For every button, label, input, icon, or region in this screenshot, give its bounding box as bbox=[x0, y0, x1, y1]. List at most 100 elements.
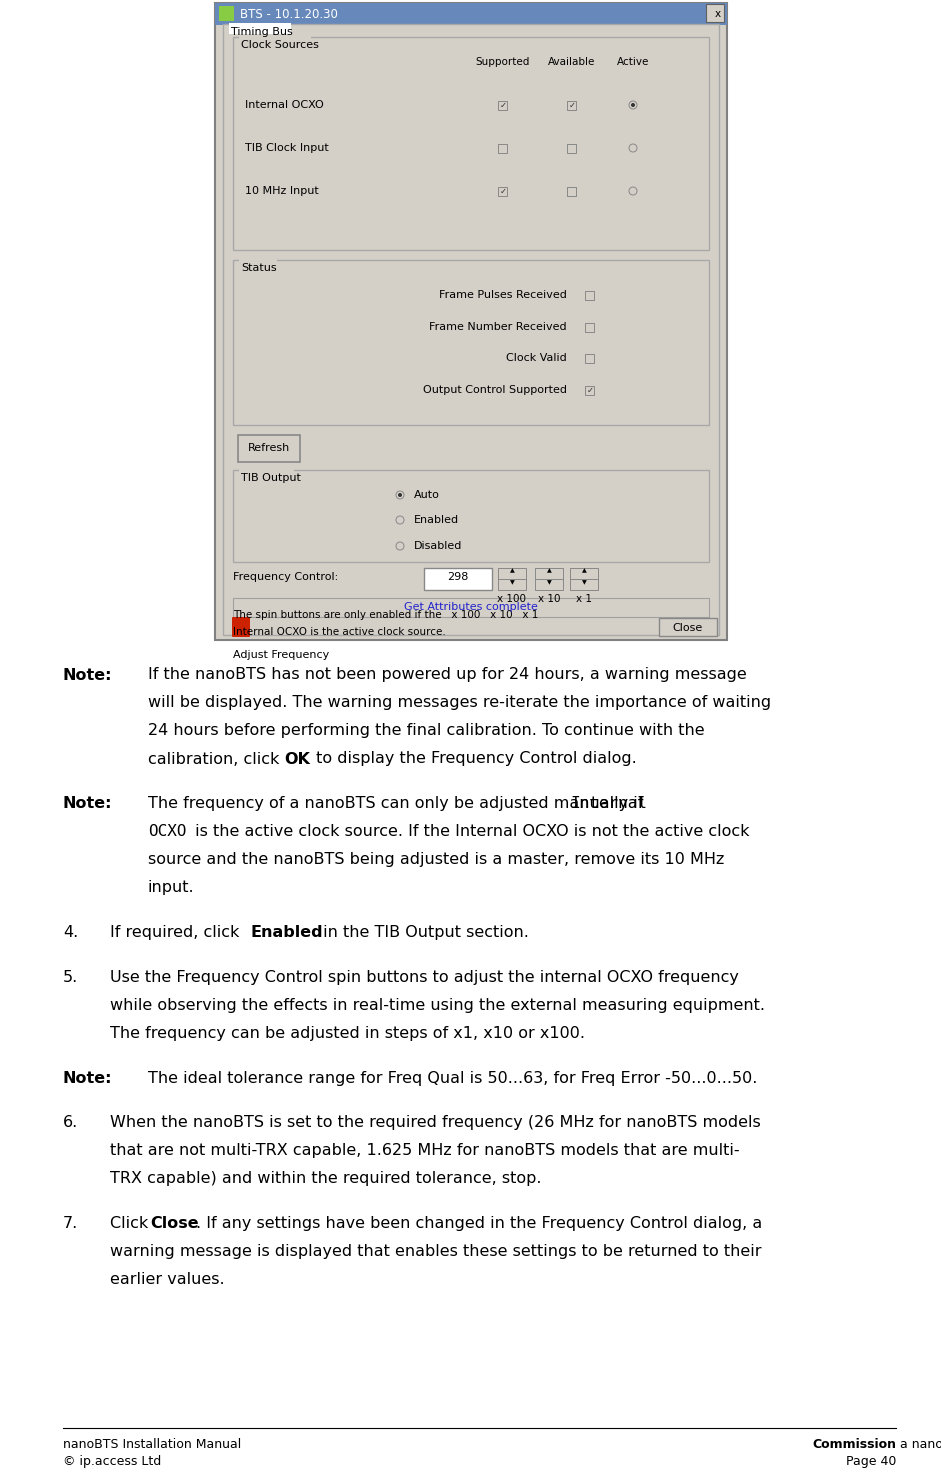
Text: warning message is displayed that enables these settings to be returned to their: warning message is displayed that enable… bbox=[110, 1244, 761, 1260]
Bar bbox=[229, 24, 291, 34]
Bar bbox=[499, 100, 507, 109]
Circle shape bbox=[398, 493, 402, 498]
Bar bbox=[570, 568, 598, 578]
Text: Refresh: Refresh bbox=[247, 443, 290, 453]
Bar bbox=[585, 353, 595, 362]
Circle shape bbox=[629, 187, 637, 194]
Text: ✓: ✓ bbox=[500, 100, 506, 109]
Text: earlier values.: earlier values. bbox=[110, 1272, 225, 1288]
Bar bbox=[498, 578, 526, 590]
Bar bbox=[233, 37, 709, 250]
Text: Enabled: Enabled bbox=[414, 515, 459, 526]
Text: Close: Close bbox=[150, 1216, 199, 1231]
Text: Available: Available bbox=[549, 57, 596, 68]
Text: is the active clock source. If the Internal OCXO is not the active clock: is the active clock source. If the Inter… bbox=[190, 824, 749, 839]
Text: Note:: Note: bbox=[63, 667, 113, 683]
Text: calibration, click: calibration, click bbox=[148, 752, 284, 767]
Bar bbox=[499, 187, 507, 196]
Text: ✓: ✓ bbox=[500, 187, 506, 196]
Text: 4.: 4. bbox=[63, 924, 78, 941]
Text: to display the Frequency Control dialog.: to display the Frequency Control dialog. bbox=[311, 752, 637, 767]
Text: Adjust Frequency: Adjust Frequency bbox=[233, 651, 329, 659]
Text: 298: 298 bbox=[447, 573, 469, 581]
Text: Internal OCXO: Internal OCXO bbox=[245, 100, 324, 110]
Bar bbox=[239, 259, 277, 269]
Text: will be displayed. The warning messages re-iterate the importance of waiting: will be displayed. The warning messages … bbox=[148, 695, 771, 711]
Text: x 10: x 10 bbox=[537, 595, 560, 604]
Text: source and the nanoBTS being adjusted is a master, remove its 10 MHz: source and the nanoBTS being adjusted is… bbox=[148, 852, 725, 867]
Text: ▼: ▼ bbox=[582, 580, 586, 586]
Text: Frame Number Received: Frame Number Received bbox=[429, 322, 567, 333]
Text: in the TIB Output section.: in the TIB Output section. bbox=[318, 924, 529, 941]
Text: Note:: Note: bbox=[63, 1070, 113, 1086]
Text: ▲: ▲ bbox=[510, 568, 515, 574]
Circle shape bbox=[631, 103, 635, 107]
Text: The spin buttons are only enabled if the   x 100   x 10   x 1: The spin buttons are only enabled if the… bbox=[233, 609, 538, 620]
Bar bbox=[570, 578, 598, 590]
Bar bbox=[585, 386, 595, 394]
Text: OCXO: OCXO bbox=[148, 824, 186, 839]
Text: Supported: Supported bbox=[476, 57, 530, 68]
Text: Auto: Auto bbox=[414, 490, 439, 500]
Text: Click: Click bbox=[110, 1216, 153, 1231]
Text: TIB Output: TIB Output bbox=[241, 473, 301, 483]
Text: ▼: ▼ bbox=[547, 580, 551, 586]
Bar bbox=[219, 6, 234, 21]
Text: If the nanoBTS has not been powered up for 24 hours, a warning message: If the nanoBTS has not been powered up f… bbox=[148, 667, 747, 683]
Text: ▲: ▲ bbox=[547, 568, 551, 574]
Bar bbox=[233, 598, 709, 617]
Text: nanoBTS Installation Manual: nanoBTS Installation Manual bbox=[63, 1438, 241, 1451]
Circle shape bbox=[629, 144, 637, 152]
Text: The ideal tolerance range for Freq Qual is 50...63, for Freq Error -50...0...50.: The ideal tolerance range for Freq Qual … bbox=[148, 1070, 758, 1086]
Text: OK: OK bbox=[284, 752, 310, 767]
Text: BTS - 10.1.20.30: BTS - 10.1.20.30 bbox=[240, 7, 338, 21]
Text: x 100: x 100 bbox=[498, 595, 527, 604]
Text: 24 hours before performing the final calibration. To continue with the: 24 hours before performing the final cal… bbox=[148, 724, 705, 739]
Circle shape bbox=[396, 517, 404, 524]
Text: ✓: ✓ bbox=[586, 386, 594, 394]
Text: 6.: 6. bbox=[63, 1116, 78, 1130]
Bar bbox=[535, 568, 563, 578]
Circle shape bbox=[629, 102, 637, 109]
Bar bbox=[239, 35, 311, 47]
Bar bbox=[239, 470, 294, 480]
Text: If required, click: If required, click bbox=[110, 924, 245, 941]
Text: Get Attributes complete: Get Attributes complete bbox=[404, 602, 538, 612]
Bar bbox=[567, 187, 577, 196]
Bar bbox=[215, 3, 727, 25]
Text: Output Control Supported: Output Control Supported bbox=[423, 386, 567, 394]
Circle shape bbox=[396, 492, 404, 499]
Text: When the nanoBTS is set to the required frequency (26 MHz for nanoBTS models: When the nanoBTS is set to the required … bbox=[110, 1116, 760, 1130]
Text: Page 40: Page 40 bbox=[846, 1454, 896, 1468]
Text: x 1: x 1 bbox=[576, 595, 592, 604]
Text: Internal: Internal bbox=[570, 796, 647, 811]
Bar bbox=[567, 143, 577, 153]
Text: ▲: ▲ bbox=[582, 568, 586, 574]
Text: Frequency Control:: Frequency Control: bbox=[233, 573, 338, 581]
Text: x: x bbox=[715, 9, 721, 19]
Bar bbox=[567, 100, 577, 109]
Text: a nanoBTS: a nanoBTS bbox=[896, 1438, 941, 1451]
Bar bbox=[535, 578, 563, 590]
Text: Use the Frequency Control spin buttons to adjust the internal OCXO frequency: Use the Frequency Control spin buttons t… bbox=[110, 970, 739, 985]
Text: input.: input. bbox=[148, 880, 195, 895]
Bar bbox=[238, 436, 300, 462]
Text: The frequency can be adjusted in steps of x1, x10 or x100.: The frequency can be adjusted in steps o… bbox=[110, 1026, 585, 1041]
Text: that are not multi-TRX capable, 1.625 MHz for nanoBTS models that are multi-: that are not multi-TRX capable, 1.625 MH… bbox=[110, 1144, 740, 1158]
Text: 7.: 7. bbox=[63, 1216, 78, 1231]
Bar bbox=[706, 4, 724, 22]
Bar bbox=[659, 618, 717, 636]
Text: Active: Active bbox=[616, 57, 649, 68]
Text: Status: Status bbox=[241, 263, 277, 272]
FancyBboxPatch shape bbox=[232, 617, 250, 637]
Text: TIB Clock Input: TIB Clock Input bbox=[245, 143, 328, 153]
Text: Internal OCXO is the active clock source.: Internal OCXO is the active clock source… bbox=[233, 627, 446, 637]
Text: ✓: ✓ bbox=[568, 100, 576, 109]
Bar bbox=[223, 24, 719, 634]
Text: ▼: ▼ bbox=[510, 580, 515, 586]
Bar bbox=[585, 322, 595, 331]
Text: 5.: 5. bbox=[63, 970, 78, 985]
Bar bbox=[215, 3, 727, 640]
Bar bbox=[233, 470, 709, 562]
Text: 10 MHz Input: 10 MHz Input bbox=[245, 185, 319, 196]
